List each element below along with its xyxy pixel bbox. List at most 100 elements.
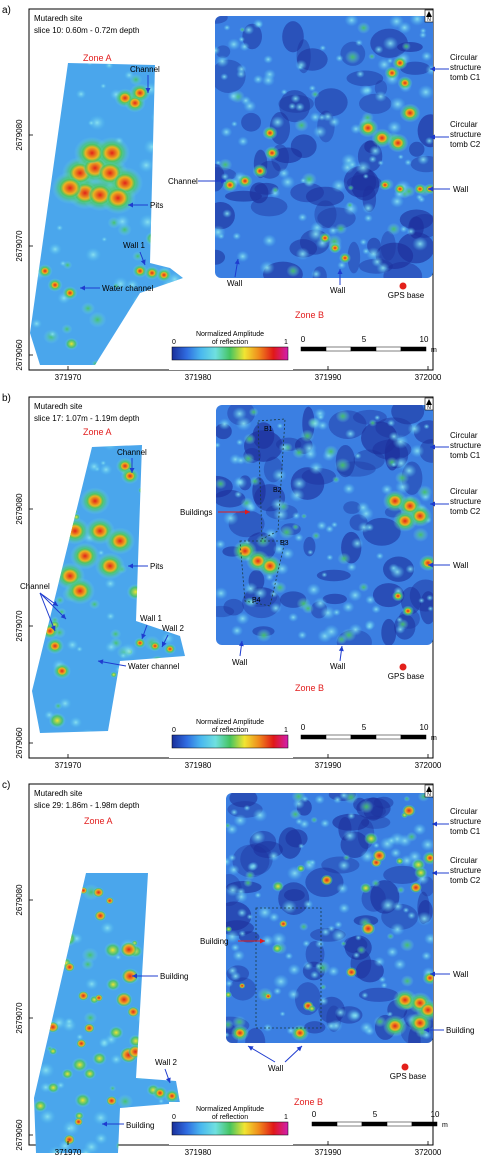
label-wall-right: Wall [453,561,468,570]
label-buildings: Buildings [180,508,212,517]
legend-min: 0 [172,339,176,346]
slice-depth: slice 17: 1.07m - 1.19m depth [34,414,139,423]
label-wall-2: Wall 2 [155,1058,177,1067]
label-wall-right: Wall [453,185,468,194]
arrow-c1 [430,66,449,72]
gps-label: GPS base [390,1072,427,1081]
panel-letter: c) [2,780,10,791]
site-name: Mutaredh site [34,402,83,411]
arrow-c2 [430,501,449,507]
label-c1: tomb C1 [450,451,481,460]
y-tick-label: 2679080 [15,493,24,525]
x-tick-label: 371980 [185,761,212,770]
label-wall: Wall [268,1064,283,1073]
scale-unit: m [431,735,437,742]
scale-unit: m [442,1122,448,1129]
arrow-wall-right [430,971,450,977]
arrow-channel-a [145,75,151,93]
zone-a-label: Zone A [83,427,112,437]
arrow-channel-b [198,178,226,184]
zone-b-texture [216,405,433,645]
zone-b-label: Zone B [294,1097,323,1107]
zone-b-survey [226,793,433,1043]
scale-bar: 0 5 10m [298,720,437,749]
gps-label: GPS base [388,672,425,681]
legend-colorbar [171,734,289,749]
label-building-right: Building [446,1026,474,1035]
zone-b-survey [215,16,433,278]
annotations: Building Wall 2 Building Building Wall Wall Bu… [102,807,482,1130]
legend-colorbar [171,1121,289,1136]
north-label: N [427,17,431,23]
y-tick-label: 2679080 [15,119,24,151]
scale-tick-0: 0 [301,723,306,732]
label-channel-a: Channel [117,448,147,457]
legend-min: 0 [172,1114,176,1121]
y-tick-label: 2679060 [15,727,24,759]
arrow-building-a2 [102,1121,124,1127]
scale-unit: m [431,347,437,354]
arrow-wall-left [234,258,240,278]
arrow-wall-2 [284,1045,303,1063]
label-c1: structure [450,63,482,72]
label-b4: B4 [252,597,261,604]
legend-subtitle: of reflection [212,339,248,346]
arrow-pits [128,563,148,569]
north-arrow-icon: N [424,784,434,798]
label-pits: Pits [150,201,163,210]
panel-letter: a) [2,5,11,16]
label-b1: B1 [264,426,273,433]
site-name: Mutaredh site [34,14,83,23]
arrow-wall-1 [139,251,146,266]
arrow-wall-1 [141,624,148,640]
y-tick-label: 2679070 [15,1002,24,1034]
arrow-wall-mid [338,645,344,662]
north-label: N [427,405,431,411]
header-box [31,786,169,814]
north-label: N [427,792,431,798]
label-pits: Pits [150,562,163,571]
legend-max: 1 [284,1114,288,1121]
label-c2: tomb C2 [450,507,481,516]
label-c1: Circular [450,431,478,440]
legend-max: 1 [284,339,288,346]
scale-tick-10: 10 [420,723,429,732]
arrow-water-channel [97,659,127,667]
legend-subtitle: of reflection [212,1114,248,1121]
north-arrow-icon: N [424,9,434,23]
y-tick-label: 2679070 [15,610,24,642]
arrow-water-channel [80,285,100,291]
label-wall-2: Wall 2 [162,624,184,633]
scale-tick-5: 5 [362,723,367,732]
arrow-building-right [424,1027,444,1033]
arrow-wall-2 [161,634,169,648]
scale-bar: 0 5 10m [309,1107,448,1136]
label-wall-mid: Wall [330,662,345,671]
scale-tick-5: 5 [362,335,367,344]
y-tick-label: 2679070 [15,230,24,262]
slice-depth: slice 29: 1.86m - 1.98m depth [34,801,139,810]
x-tick-label: 371970 [55,1148,82,1157]
label-channel-a: Channel [130,65,160,74]
scale-tick-0: 0 [301,335,306,344]
annotations: Channel Pits Wall 1 Water channel Channel Wal… [80,53,482,295]
label-water-channel: Water channel [102,284,154,293]
label-b2: B2 [273,487,282,494]
arrow-channel-2 [39,592,67,620]
label-c1: tomb C1 [450,73,481,82]
zone-b-label: Zone B [295,310,324,320]
legend-subtitle: of reflection [212,727,248,734]
label-c2: Circular [450,487,478,496]
scale-tick-5: 5 [373,1110,378,1119]
y-tick-label: 2679060 [15,339,24,371]
scale-bar: 0 5 10m [298,332,437,361]
label-c2: Circular [450,120,478,129]
label-building-a2: Building [126,1121,154,1130]
arrow-building-a1 [132,973,158,979]
x-tick-label: 371980 [185,1148,212,1157]
site-name: Mutaredh site [34,789,83,798]
label-wall-mid: Wall [330,286,345,295]
